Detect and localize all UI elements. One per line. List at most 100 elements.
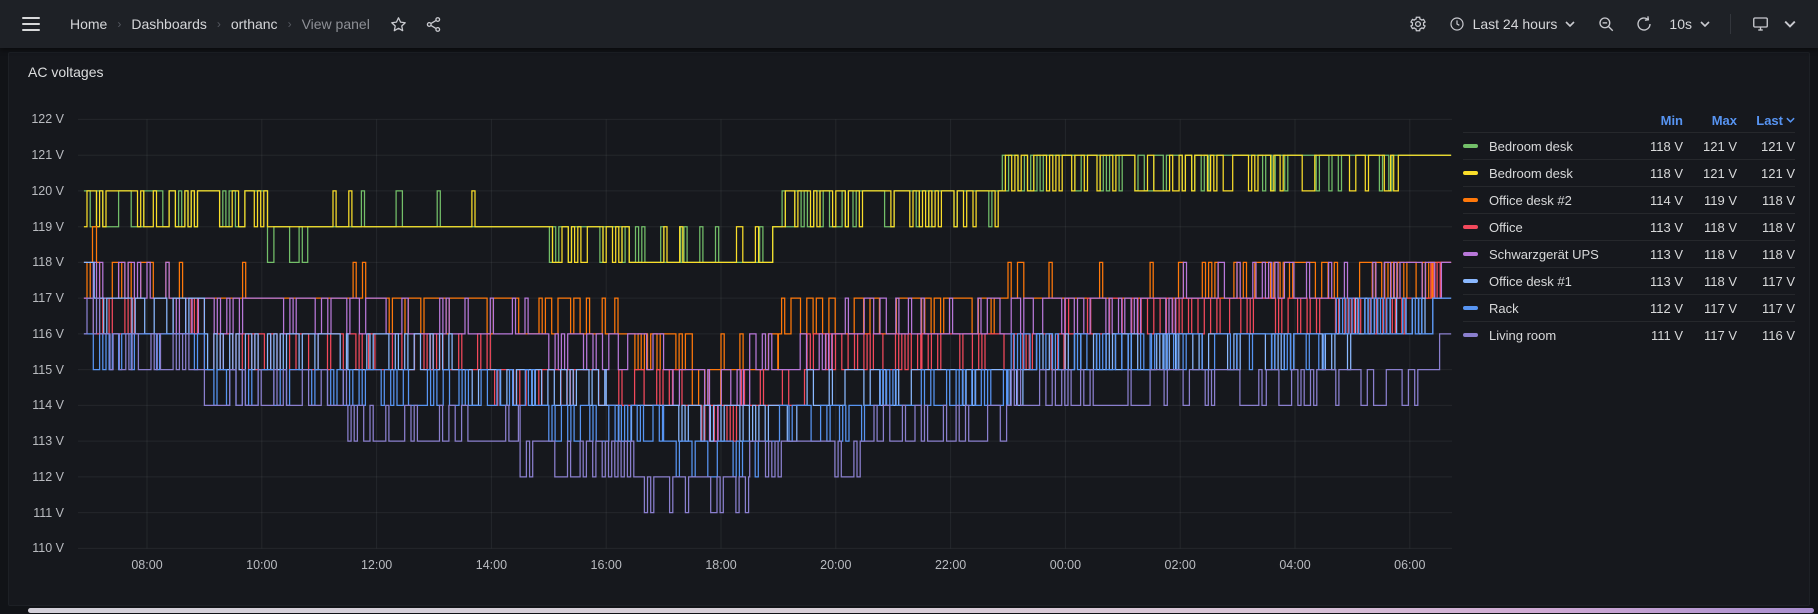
series-name[interactable]: Rack [1489, 300, 1519, 316]
chevron-down-icon [1565, 21, 1575, 27]
legend-row[interactable]: Office desk #1 113 V 118 V 117 V [1463, 267, 1795, 294]
menu-button[interactable] [16, 11, 46, 37]
share-icon [426, 16, 441, 32]
breadcrumb: Home › Dashboards › orthanc › View panel [70, 16, 370, 32]
nav-more-dropdown[interactable] [1780, 16, 1800, 32]
series-min-value: 113 V [1649, 219, 1683, 235]
series-last-value: 121 V [1761, 165, 1795, 181]
series-last-value: 121 V [1761, 138, 1795, 154]
refresh-interval-dropdown[interactable]: 10s [1665, 12, 1714, 36]
series-name[interactable]: Office [1489, 219, 1523, 235]
series-color-swatch [1463, 252, 1478, 256]
top-nav-bar: Home › Dashboards › orthanc › View panel [0, 0, 1818, 48]
zoom-out-time-button[interactable] [1593, 11, 1619, 37]
series-max-value: 121 V [1703, 165, 1737, 181]
series-name[interactable]: Office desk #1 [1489, 273, 1572, 289]
x-tick-label: 16:00 [590, 558, 622, 572]
x-tick-label: 12:00 [360, 558, 393, 572]
horizontal-scrollbar[interactable] [28, 608, 1814, 613]
series-max-value: 118 V [1703, 273, 1737, 289]
legend-row[interactable]: Bedroom desk 118 V 121 V 121 V [1463, 159, 1795, 186]
y-tick-label: 121 V [31, 148, 64, 163]
series-name[interactable]: Schwarzgerät UPS [1489, 246, 1599, 262]
x-tick-label: 00:00 [1049, 558, 1082, 572]
zoom-out-icon [1599, 17, 1614, 32]
legend-rows: Bedroom desk 118 V 121 V 121 V Bedroom d… [1463, 132, 1795, 348]
x-tick-label: 20:00 [820, 558, 852, 572]
y-tick-label: 111 V [33, 505, 64, 520]
gear-icon [1409, 16, 1426, 32]
sort-chevron-down-icon [1786, 117, 1795, 123]
series-color-swatch [1463, 279, 1478, 283]
clock-icon [1449, 17, 1464, 31]
series-color-swatch [1463, 333, 1478, 337]
series-name[interactable]: Office desk #2 [1489, 192, 1572, 208]
legend-sort-last[interactable]: Last [1737, 113, 1795, 128]
y-tick-label: 118 V [32, 255, 64, 270]
legend-row[interactable]: Office 113 V 118 V 118 V [1463, 213, 1795, 240]
series-last-value: 116 V [1761, 327, 1795, 343]
x-tick-label: 02:00 [1164, 558, 1196, 572]
y-tick-label: 122 V [31, 112, 64, 127]
x-tick-label: 22:00 [934, 558, 967, 572]
chevron-down-icon [1784, 20, 1796, 28]
series-max-value: 118 V [1703, 219, 1737, 235]
series-color-swatch [1463, 144, 1478, 148]
y-tick-label: 110 V [32, 541, 64, 556]
monitor-icon [1753, 17, 1768, 31]
legend-row[interactable]: Living room 111 V 117 V 116 V [1463, 321, 1795, 348]
x-tick-label: 14:00 [475, 558, 508, 572]
star-icon [390, 16, 406, 31]
y-tick-label: 113 V [32, 434, 64, 449]
series-color-swatch [1463, 171, 1478, 175]
legend-header: Min Max Last [1463, 108, 1795, 132]
series-max-value: 119 V [1703, 192, 1737, 208]
series-min-value: 113 V [1649, 246, 1683, 262]
y-tick-label: 114 V [32, 398, 64, 413]
series-name[interactable]: Bedroom desk [1489, 165, 1573, 181]
favorite-star-button[interactable] [386, 12, 411, 37]
series-min-value: 114 V [1649, 192, 1683, 208]
dashboard-settings-button[interactable] [1405, 11, 1431, 37]
chevron-right-icon: › [287, 17, 292, 31]
x-tick-label: 18:00 [705, 558, 737, 572]
series-min-value: 118 V [1649, 165, 1683, 181]
refresh-interval-label: 10s [1669, 16, 1692, 32]
kiosk-mode-button[interactable] [1747, 11, 1774, 37]
y-tick-label: 112 V [32, 469, 64, 484]
x-tick-label: 10:00 [246, 558, 278, 572]
chevron-down-icon [1700, 21, 1710, 27]
series-last-value: 117 V [1761, 273, 1795, 289]
refresh-icon [1637, 16, 1652, 31]
share-button[interactable] [421, 12, 446, 37]
series-max-value: 121 V [1703, 138, 1737, 154]
legend-sort-max[interactable]: Max [1711, 112, 1737, 128]
legend-sort-min[interactable]: Min [1660, 112, 1683, 128]
hamburger-icon [22, 17, 40, 19]
legend-row[interactable]: Rack 112 V 117 V 117 V [1463, 294, 1795, 321]
breadcrumb-dashboard-orthanc[interactable]: orthanc [230, 16, 278, 32]
series-color-swatch [1463, 306, 1478, 310]
breadcrumb-home[interactable]: Home [70, 16, 108, 32]
y-tick-label: 117 V [32, 291, 64, 306]
time-range-label: Last 24 hours [1472, 16, 1558, 32]
legend-table: Min Max Last Bedroom desk 118 V 121 V 12… [1463, 108, 1795, 348]
legend-row[interactable]: Office desk #2 114 V 119 V 118 V [1463, 186, 1795, 213]
series-last-value: 118 V [1761, 192, 1795, 208]
series-max-value: 117 V [1703, 327, 1737, 343]
series-name[interactable]: Living room [1489, 327, 1557, 343]
series-last-value: 118 V [1761, 219, 1795, 235]
time-range-picker[interactable]: Last 24 hours [1445, 12, 1580, 36]
legend-row[interactable]: Bedroom desk 118 V 121 V 121 V [1463, 132, 1795, 159]
chevron-right-icon: › [216, 17, 221, 31]
legend-row[interactable]: Schwarzgerät UPS 113 V 118 V 118 V [1463, 240, 1795, 267]
refresh-button[interactable] [1631, 11, 1657, 37]
series-min-value: 113 V [1649, 273, 1683, 289]
series-name[interactable]: Bedroom desk [1489, 138, 1573, 154]
nav-divider [1730, 14, 1731, 34]
breadcrumb-view-panel: View panel [301, 16, 370, 32]
series-max-value: 118 V [1703, 246, 1737, 262]
breadcrumb-dashboards[interactable]: Dashboards [131, 16, 207, 32]
